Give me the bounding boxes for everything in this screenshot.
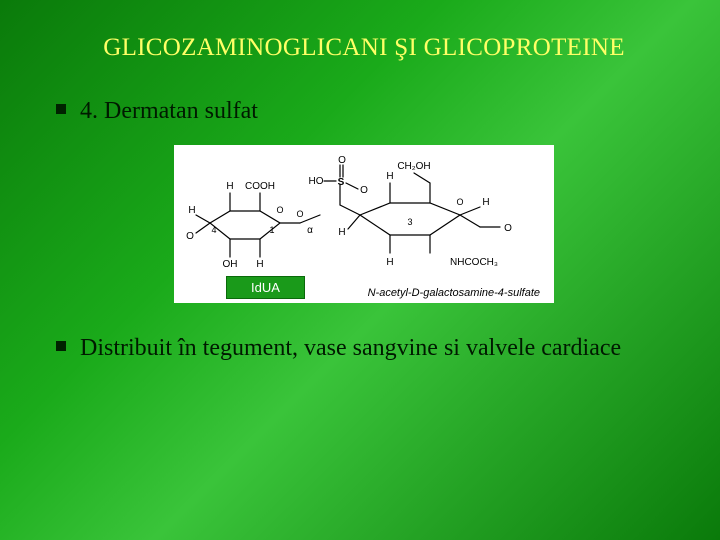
bullet-marker-icon [56, 104, 66, 114]
atom-label: COOH [245, 181, 275, 192]
atom-label: NHCOCH₃ [450, 257, 498, 268]
atom-label: 4 [211, 225, 216, 235]
atom-label: O [360, 185, 368, 196]
slide-title: GLICOZAMINOGLICANI ŞI GLICOPROTEINE [56, 34, 672, 62]
atom-label: O [456, 197, 463, 207]
bullet-item-1: 4. Dermatan sulfat [56, 96, 672, 127]
atom-label: O [296, 209, 303, 219]
atom-label: CH₂OH [397, 161, 430, 172]
atom-label: O [186, 231, 194, 242]
atom-label: O [276, 205, 283, 215]
atom-label: H [188, 205, 195, 216]
atom-label: 3 [407, 217, 412, 227]
atom-label: H [482, 197, 489, 208]
atom-label: H [386, 257, 393, 268]
bullet-text: 4. Dermatan sulfat [80, 96, 258, 127]
bullet-item-2: Distribuit în tegument, vase sangvine si… [56, 333, 672, 364]
atom-label: H [226, 181, 233, 192]
atom-label: S [338, 177, 345, 188]
atom-label: O [504, 223, 512, 234]
idua-badge: IdUA [226, 276, 305, 299]
bullet-marker-icon [56, 341, 66, 351]
atom-label: 1 [269, 225, 274, 235]
atom-label: O [338, 155, 346, 166]
atom-label: H [256, 259, 263, 270]
chemistry-figure-wrap: H COOH O H O 4 1 OH H O α HO S O O [56, 145, 672, 303]
chemistry-figure: H COOH O H O 4 1 OH H O α HO S O O [174, 145, 554, 303]
atom-label: HO [309, 176, 324, 187]
atom-label: α [307, 225, 313, 236]
atom-label: H [338, 227, 345, 238]
chemical-structure-icon: H COOH O H O 4 1 OH H O α HO S O O [182, 153, 546, 285]
bullet-text: Distribuit în tegument, vase sangvine si… [80, 333, 621, 364]
atom-label: H [386, 171, 393, 182]
atom-label: OH [223, 259, 238, 270]
slide: GLICOZAMINOGLICANI ŞI GLICOPROTEINE 4. D… [0, 0, 720, 540]
